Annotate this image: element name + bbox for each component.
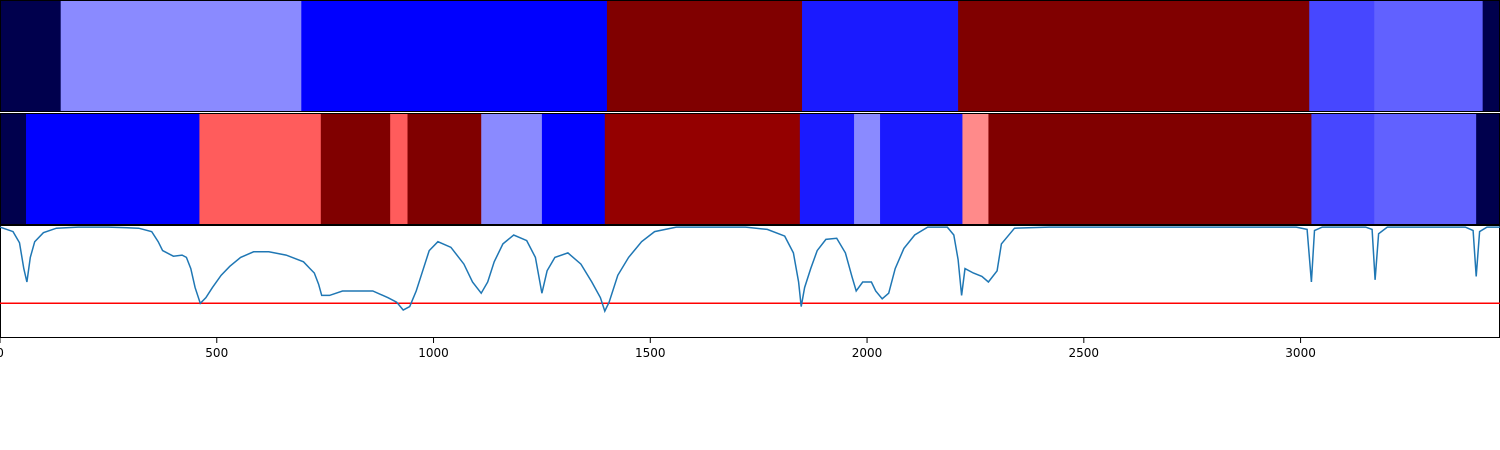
top-strip-segment-4 bbox=[606, 0, 803, 112]
middle-strip-segment-11 bbox=[854, 113, 881, 225]
x-axis: 0 500 1000 1500 2000 2500 3000 bbox=[0, 338, 1316, 360]
top-strip-segment-3 bbox=[301, 0, 608, 112]
middle-strip-segment-9 bbox=[604, 113, 801, 225]
line-panel bbox=[0, 225, 1500, 338]
middle-strip-segment-5 bbox=[390, 113, 409, 225]
middle-strip-segment-3 bbox=[199, 113, 322, 225]
line-panel-frame bbox=[0, 225, 1500, 338]
middle-strip-segment-14 bbox=[988, 113, 1312, 225]
top-color-strip bbox=[0, 0, 1500, 112]
middle-strip-segment-8 bbox=[541, 113, 606, 225]
middle-strip-segment-17 bbox=[1476, 113, 1500, 225]
top-strip-segment-1 bbox=[0, 0, 62, 112]
top-strip-segment-6 bbox=[958, 0, 1310, 112]
middle-strip-segment-13 bbox=[962, 113, 989, 225]
x-tick-label: 1500 bbox=[635, 346, 666, 360]
x-tick-label: 0 bbox=[0, 346, 4, 360]
top-strip-segment-7 bbox=[1309, 0, 1375, 112]
series-line bbox=[0, 226, 1500, 314]
top-strip-segment-5 bbox=[802, 0, 959, 112]
middle-strip-segment-10 bbox=[799, 113, 855, 225]
x-tick-label: 1000 bbox=[418, 346, 449, 360]
x-tick-label: 500 bbox=[205, 346, 228, 360]
middle-strip-segment-2 bbox=[26, 113, 200, 225]
x-tick-label: 3000 bbox=[1285, 346, 1316, 360]
top-strip-segment-2 bbox=[60, 0, 302, 112]
middle-color-strip bbox=[0, 113, 1500, 225]
middle-strip-segment-1 bbox=[0, 113, 27, 225]
middle-strip-segment-16 bbox=[1374, 113, 1477, 225]
x-tick-label: 2000 bbox=[852, 346, 883, 360]
middle-strip-segment-12 bbox=[880, 113, 963, 225]
top-strip-segment-8 bbox=[1374, 0, 1484, 112]
middle-strip-segment-15 bbox=[1311, 113, 1375, 225]
top-strip-segment-9 bbox=[1482, 0, 1500, 112]
x-tick-label: 2500 bbox=[1069, 346, 1100, 360]
middle-strip-segment-6 bbox=[407, 113, 482, 225]
middle-strip-segment-7 bbox=[481, 113, 543, 225]
middle-strip-segment-4 bbox=[320, 113, 391, 225]
